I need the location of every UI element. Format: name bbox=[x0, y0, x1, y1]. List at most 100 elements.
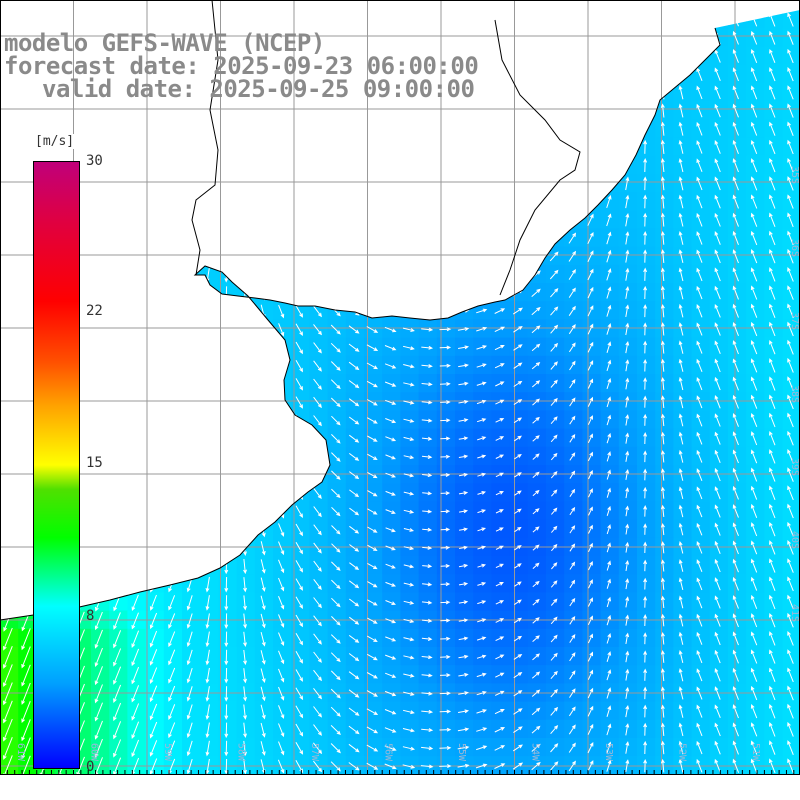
wind-cell bbox=[163, 647, 183, 666]
wind-arrow bbox=[643, 722, 648, 736]
wind-arrow bbox=[260, 195, 266, 210]
wind-arrow bbox=[606, 451, 611, 462]
wind-cell bbox=[54, 774, 74, 775]
wind-cell bbox=[764, 101, 784, 120]
wind-cell bbox=[582, 428, 602, 448]
wind-arrow bbox=[643, 194, 648, 209]
wind-arrow bbox=[494, 308, 506, 314]
wind-cell bbox=[182, 301, 201, 320]
wind-arrow bbox=[260, 577, 266, 592]
wind-cell bbox=[637, 210, 656, 229]
wind-arrow bbox=[21, 593, 31, 613]
wind-arrow bbox=[606, 231, 612, 245]
wind-arrow bbox=[205, 413, 210, 429]
wind-arrow bbox=[750, 85, 758, 100]
wind-cell bbox=[746, 701, 765, 721]
wind-arrow bbox=[787, 157, 794, 173]
wind-cell bbox=[200, 101, 219, 120]
wind-cell bbox=[527, 228, 547, 248]
wind-cell bbox=[564, 264, 583, 284]
wind-cell bbox=[200, 738, 219, 757]
wind-cell bbox=[145, 592, 165, 612]
wind-arrow bbox=[587, 433, 593, 444]
wind-arrow bbox=[113, 485, 121, 502]
wind-cell bbox=[273, 483, 292, 502]
wind-arrow bbox=[643, 758, 648, 773]
wind-cell bbox=[728, 519, 747, 539]
wind-cell bbox=[582, 647, 602, 666]
wind-arrow bbox=[532, 435, 540, 442]
wind-arrow bbox=[477, 454, 487, 459]
wind-arrow bbox=[3, 592, 13, 613]
wind-cell bbox=[546, 283, 565, 302]
wind-cell bbox=[418, 665, 438, 684]
wind-arrow bbox=[77, 13, 84, 28]
wind-cell bbox=[546, 774, 565, 775]
wind-arrow bbox=[569, 543, 576, 552]
wind-cell bbox=[546, 155, 565, 175]
wind-cell bbox=[728, 137, 747, 157]
wind-arrow bbox=[458, 491, 469, 495]
wind-cell bbox=[418, 137, 438, 157]
wind-arrow bbox=[732, 285, 739, 300]
wind-cell bbox=[382, 647, 401, 666]
wind-arrow bbox=[549, 32, 560, 44]
wind-cell bbox=[618, 10, 638, 29]
wind-arrow bbox=[260, 595, 266, 611]
wind-cell bbox=[782, 592, 800, 612]
wind-arrow bbox=[384, 235, 398, 242]
wind-arrow bbox=[513, 708, 523, 715]
wind-arrow bbox=[550, 706, 559, 716]
wind-arrow bbox=[187, 177, 193, 192]
wind-cell bbox=[728, 264, 747, 284]
wind-arrow bbox=[21, 682, 31, 705]
wind-arrow bbox=[295, 432, 303, 446]
wind-arrow bbox=[420, 218, 434, 223]
wind-arrow bbox=[550, 652, 558, 661]
wind-arrow bbox=[587, 140, 594, 154]
wind-arrow bbox=[568, 195, 577, 208]
wind-arrow bbox=[260, 722, 266, 738]
wind-arrow bbox=[660, 249, 665, 263]
wind-cell bbox=[709, 719, 729, 739]
wind-cell bbox=[582, 210, 602, 229]
wind-cell bbox=[637, 173, 656, 193]
wind-arrow bbox=[769, 303, 776, 318]
wind-arrow bbox=[113, 684, 122, 703]
wind-arrow bbox=[224, 540, 229, 557]
wind-cell bbox=[309, 101, 329, 120]
wind-cell bbox=[546, 192, 565, 211]
wind-cell bbox=[91, 501, 110, 521]
wind-arrow bbox=[94, 738, 103, 758]
wind-arrow bbox=[348, 616, 360, 625]
wind-arrow bbox=[243, 613, 247, 629]
wind-cell bbox=[764, 46, 784, 66]
wind-arrow bbox=[278, 468, 285, 483]
wind-cell bbox=[637, 64, 656, 84]
wind-arrow bbox=[384, 308, 397, 315]
wind-cell bbox=[109, 119, 128, 138]
wind-cell bbox=[582, 173, 602, 193]
wind-cell bbox=[91, 483, 110, 502]
wind-cell bbox=[91, 210, 110, 229]
wind-arrow bbox=[660, 103, 665, 118]
wind-cell bbox=[691, 647, 711, 666]
wind-arrow bbox=[530, 69, 542, 80]
wind-arrow bbox=[625, 30, 630, 45]
wind-arrow bbox=[678, 740, 684, 755]
wind-arrow bbox=[366, 271, 379, 279]
wind-cell bbox=[600, 228, 620, 248]
wind-cell bbox=[709, 119, 729, 138]
wind-arrow bbox=[420, 236, 434, 241]
wind-arrow bbox=[440, 454, 451, 459]
wind-cell bbox=[36, 10, 56, 29]
wind-arrow bbox=[295, 159, 304, 173]
wind-cell bbox=[546, 574, 565, 593]
wind-cell bbox=[309, 628, 329, 648]
wind-arrow bbox=[224, 195, 229, 210]
wind-cell bbox=[254, 410, 274, 430]
wind-arrow bbox=[459, 509, 469, 514]
wind-cell bbox=[655, 501, 674, 521]
wind-cell bbox=[382, 355, 401, 375]
wind-arrow bbox=[131, 666, 140, 685]
